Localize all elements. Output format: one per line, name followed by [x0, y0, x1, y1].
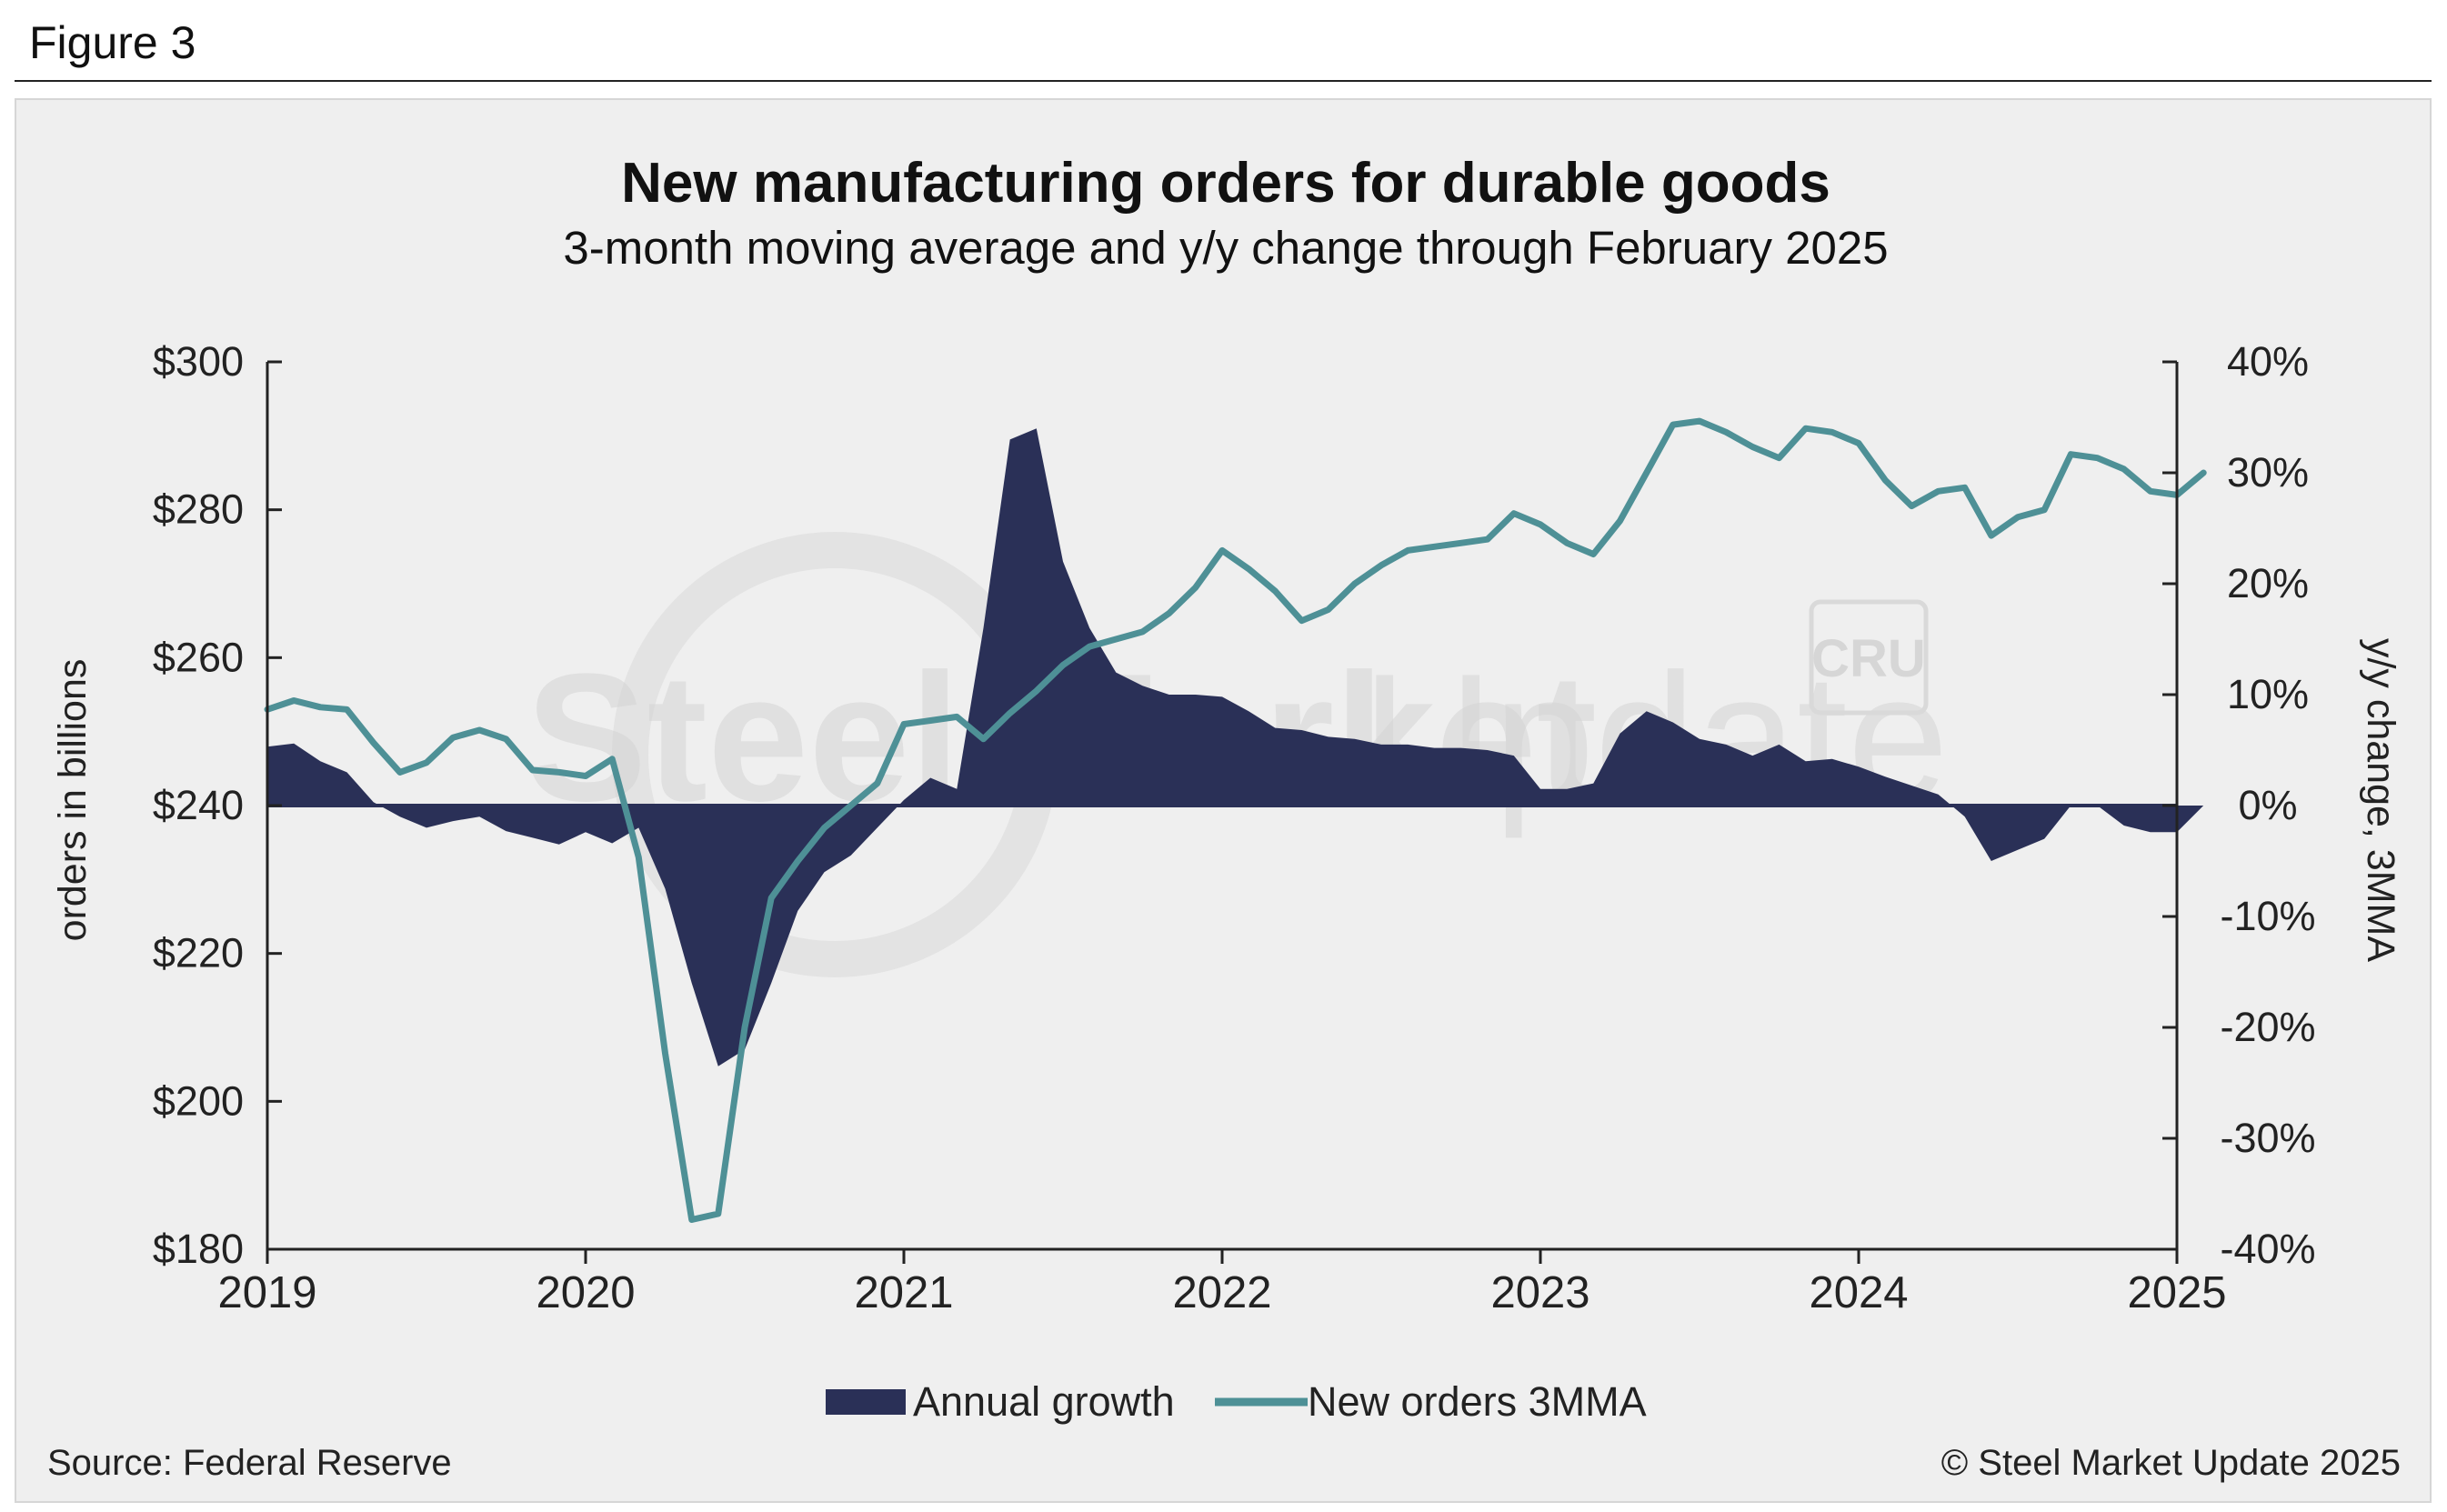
right-tick-label: 10%	[2227, 671, 2309, 717]
copyright-note: © Steel Market Update 2025	[1941, 1443, 2401, 1483]
chart: Steel Market Update CRU New manufacturin…	[47, 152, 2402, 1483]
x-tick-label: 2020	[536, 1268, 635, 1317]
left-tick-label: $300	[153, 338, 244, 385]
left-tick-label: $280	[153, 486, 244, 533]
legend: Annual growth New orders 3MMA	[826, 1378, 1647, 1425]
new-orders-line	[264, 417, 2207, 1223]
left-axis-title: orders in billions	[51, 659, 95, 942]
right-tick-label: -10%	[2220, 893, 2315, 939]
left-tick-label: $200	[153, 1077, 244, 1124]
header-rule	[15, 80, 2432, 82]
x-tick-label: 2019	[217, 1268, 316, 1317]
annual-growth-area	[267, 428, 2204, 1066]
source-note: Source: Federal Reserve	[47, 1443, 452, 1483]
right-tick-label: 30%	[2227, 449, 2309, 496]
x-tick-label: 2025	[2127, 1268, 2226, 1317]
left-tick-label: $180	[153, 1226, 244, 1272]
legend-label-annual-growth: Annual growth	[913, 1378, 1175, 1425]
watermark-badge-text: CRU	[1811, 629, 1926, 688]
legend-label-new-orders: New orders 3MMA	[1308, 1378, 1647, 1425]
new-orders-line-layer	[264, 417, 2207, 1223]
right-tick-label: 20%	[2227, 560, 2309, 606]
left-tick-label: $220	[153, 930, 244, 976]
right-tick-label: -40%	[2220, 1226, 2315, 1272]
x-tick-label: 2023	[1490, 1268, 1590, 1317]
chart-subtitle: 3-month moving average and y/y change th…	[563, 222, 1888, 274]
x-tick-label: 2022	[1172, 1268, 1271, 1317]
right-axis-title: y/y change, 3MMA	[2359, 638, 2402, 962]
left-tick-label: $260	[153, 634, 244, 680]
chart-title: New manufacturing orders for durable goo…	[621, 152, 1830, 215]
right-tick-label: 0%	[2238, 782, 2297, 828]
x-tick-label: 2024	[1809, 1268, 1908, 1317]
right-tick-label: -30%	[2220, 1115, 2315, 1161]
watermark-badge	[1809, 599, 1929, 716]
chart-panel: Steel Market Update CRU New manufacturin…	[15, 98, 2432, 1503]
right-tick-label: 40%	[2227, 338, 2309, 385]
annual-growth-area-layer	[267, 428, 2204, 1066]
right-tick-label: -20%	[2220, 1004, 2315, 1050]
left-tick-label: $240	[153, 782, 244, 828]
axes-layer: $180 $200 $220 $240 $260 $280 $300 -40% -30% -20%…	[153, 338, 2316, 1317]
x-tick-label: 2021	[854, 1268, 953, 1317]
legend-swatch-annual-growth	[826, 1389, 906, 1415]
figure-label: Figure 3	[29, 17, 196, 68]
